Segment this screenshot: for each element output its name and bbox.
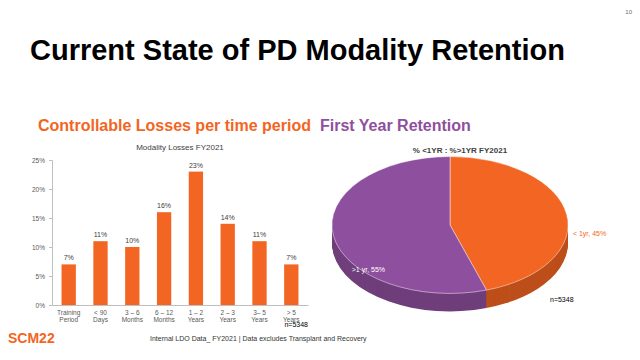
tick: 25% [32,157,52,164]
data-label: 7% [64,254,74,261]
data-label: >1 yr, 55% [352,266,385,274]
data-labels: 7% 11% 10% 16% 23% 14% 11% 7% [64,162,297,262]
tick-label-line: Months [153,316,175,323]
tick-mark [49,305,52,306]
bar [189,172,203,305]
tick-label-line: > 5 [287,309,297,316]
tick-label-line: 2 – 3 [220,309,235,316]
pie-sides [332,158,568,312]
logo: SCM22 [8,330,55,346]
tick-label-line: Months [122,316,144,323]
pie-chart: % <1YR : %>1YR FY2021 < 1yr, 45% >1 yr, 55… [332,146,606,311]
bar [221,224,235,305]
data-label: 11% [94,231,108,238]
tick-label: 20% [32,186,45,193]
tick: 15% [32,215,52,222]
tick-mark [49,247,52,248]
tick-label-line: 3 – 6 [125,309,140,316]
tick-label-line: < 90 [94,309,107,316]
tick-label: 5% [36,273,46,280]
tick-label: < 90Days [93,309,109,324]
tick: 6 – 12Months [153,305,175,323]
data-label: 14% [221,214,235,221]
bar [252,241,266,305]
tick: 5% [36,273,52,280]
background [0,0,640,360]
tick-mark [49,218,52,219]
data-label: 11% [253,231,267,238]
slice [332,157,486,294]
annotation: n=5348 [284,321,308,328]
tick: < 90Days [93,305,109,324]
axis-line [49,161,53,306]
footer: Internal LDO Data_ FY2021 | Data exclude… [150,335,367,343]
tick-label: 6 – 12Months [153,309,175,323]
x-axis: TrainingPeriod< 90Days3 – 6Months6 – 12M… [53,305,309,324]
tick: 20% [32,186,52,193]
tick-mark [49,189,52,190]
tick: TrainingPeriod [57,305,81,323]
tick-label: 3 – 6Months [122,309,144,323]
bar [62,264,76,305]
tick-label: 2 – 3Years [220,309,237,323]
tick-label-line: Years [188,316,205,323]
data-label: 23% [189,162,203,169]
bar [93,241,107,305]
tick-mark [49,160,52,161]
tick-label: 15% [32,215,45,222]
tick: 3 – 6Months [122,305,144,323]
tick-mark [49,276,52,277]
pie-top [332,157,568,294]
tick-label-line: Years [251,316,268,323]
tick-label-line: 3– 5 [253,309,266,316]
tick-label: 10% [32,244,45,251]
section-heading: First Year Retention [320,117,471,134]
chart-title: Modality Losses FY2021 [136,143,224,152]
tick-label: 25% [32,157,45,164]
tick-label-line: 1 – 2 [189,309,204,316]
bar [157,212,171,305]
tick: 0% [36,302,52,309]
bar-chart: Modality Losses FY2021 0% 5% 10% 15% 20% 25% 7%… [32,143,309,328]
tick-label-line: Period [59,316,78,323]
tick: 2 – 3Years [220,305,237,323]
slide-title: Current State of PD Modality Retention [30,34,565,66]
bar [125,247,139,305]
page-number: 10 [625,9,632,15]
y-axis: 0% 5% 10% 15% 20% 25% [32,157,53,309]
pie-side-layer [332,158,568,295]
data-label: < 1yr, 45% [573,230,606,238]
tick-label: 3– 5Years [251,309,268,323]
data-labels: < 1yr, 45% >1 yr, 55% [352,230,606,274]
section-heading: Controllable Losses per time period [38,117,311,134]
chart-title: % <1YR : %>1YR FY2021 [413,146,508,155]
tick-label-line: 6 – 12 [155,309,173,316]
data-label: 7% [286,254,296,261]
tick: 1 – 2Years [188,305,205,323]
slide: Current State of PD Modality Retention Co… [0,0,640,360]
annotation: n=5348 [550,296,574,303]
tick-label: 0% [36,302,46,309]
tick: 10% [32,244,52,251]
tick-label: 1 – 2Years [188,309,205,323]
bar [284,264,298,305]
bars [62,172,299,305]
tick-label-line: Years [220,316,237,323]
axis-line [53,305,309,306]
tick: 3– 5Years [251,305,268,323]
data-label: 10% [125,237,139,244]
data-label: 16% [157,202,171,209]
tick-label-line: Days [93,316,109,324]
tick-label: TrainingPeriod [57,309,81,323]
